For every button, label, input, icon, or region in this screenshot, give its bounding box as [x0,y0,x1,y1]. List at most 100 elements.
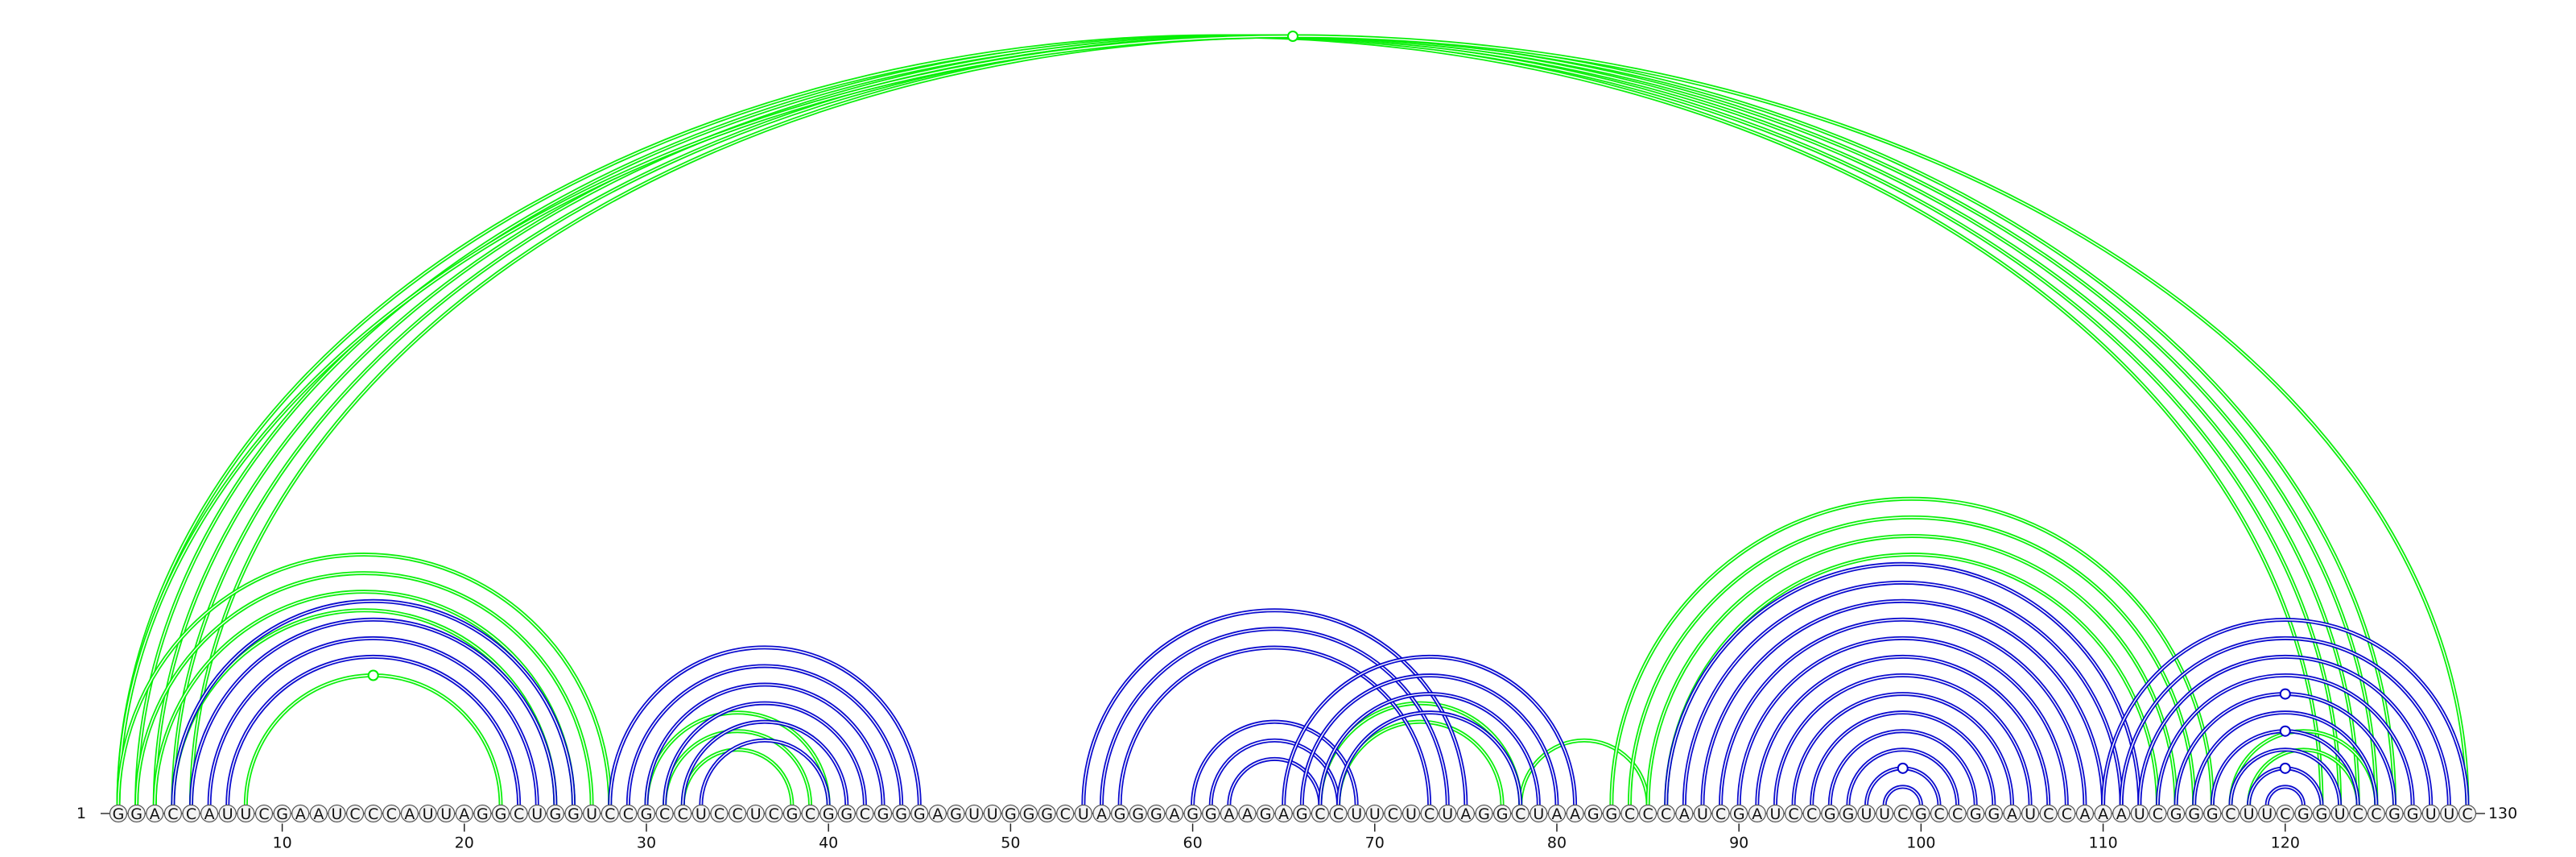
svg-text:C: C [1806,805,1817,823]
nucleotide-13: U [328,804,346,823]
nucleotide-124: C [2349,804,2368,823]
svg-text:G: G [276,805,288,823]
svg-text:G: G [2407,805,2419,823]
svg-text:G: G [914,805,926,823]
green-arc-marker-8-22 [367,669,379,681]
nucleotide-59: A [1165,804,1184,823]
svg-text:U: U [1369,805,1381,823]
blue-arc-61-68-core [1210,739,1340,806]
svg-text:U: U [2025,805,2036,823]
nucleotide-53: C [1056,804,1075,823]
svg-text:A: A [1096,805,1107,823]
tick-label-50: 50 [1001,834,1020,852]
blue-arc-28-45 [608,645,922,806]
blue-arc-111-129-core [2120,637,2450,806]
blue-arc-55-74-core [1100,628,1448,806]
blue-arc-31-42-core [663,702,866,806]
nucleotide-60: G [1183,804,1202,823]
nucleotide-63: A [1238,804,1257,823]
tick-label-100: 100 [1906,834,1935,852]
blue-arc-65-81-core [1282,656,1576,806]
svg-text:U: U [968,805,980,823]
green-arc-1-130 [116,34,2470,806]
svg-text:G: G [2388,805,2401,823]
svg-text:G: G [1915,805,1927,823]
svg-text:A: A [2079,805,2090,823]
nucleotide-42: C [856,804,874,823]
svg-text:C: C [167,805,178,823]
nucleotide-73: C [1420,804,1439,823]
blue-arc-29-44-core [627,665,902,806]
green-arc-8-22 [243,673,503,806]
svg-text:A: A [313,805,324,823]
svg-text:C: C [386,805,397,823]
nucleotide-116: G [2203,804,2222,823]
blue-arc-88-110 [1700,598,2106,806]
blue-arc-112-128-core [2139,656,2432,806]
tick-label-90: 90 [1729,834,1748,852]
svg-text:C: C [732,805,742,823]
nucleotide-128: U [2421,804,2440,823]
nucleotide-123: U [2330,804,2349,823]
nucleotide-79: U [1530,804,1548,823]
nucleotide-10: G [273,804,291,823]
blue-arc-119-121 [2264,785,2306,806]
nucleotide-61: G [1202,804,1220,823]
green-arc-3-124 [152,34,2360,806]
blue-arc-96-102 [1846,747,1960,806]
tick-label-40: 40 [819,834,838,852]
nucleotide-129: U [2440,804,2458,823]
blue-arc-marker-116-124 [2279,725,2291,737]
svg-text:G: G [1605,805,1617,823]
nucleotide-31: C [655,804,674,823]
nucleotide-89: C [1711,804,1730,823]
nucleotide-25: G [546,804,564,823]
svg-text:U: U [750,805,762,823]
nucleotide-1: G [109,804,128,823]
nucleotide-40: G [819,804,838,823]
nucleotide-121: G [2294,804,2313,823]
tick-label-20: 20 [455,834,474,852]
nucleotide-83: G [1602,804,1620,823]
svg-text:C: C [1642,805,1653,823]
nucleotide-72: U [1402,804,1421,823]
green-arc-31-39-core [663,731,811,806]
green-arc-3-124-core [154,35,2359,806]
nucleotide-86: C [1657,804,1675,823]
blue-arc-96-102-core [1847,749,1959,806]
blue-arc-119-121-core [2266,786,2305,806]
blue-arc-60-69-core [1191,721,1357,806]
svg-text:U: U [1351,805,1362,823]
blue-arc-4-26-core [172,600,575,806]
svg-text:G: G [1041,805,1053,823]
nucleotide-15: C [364,804,382,823]
svg-text:G: G [1824,805,1836,823]
nucleotide-11: A [291,804,310,823]
nucleotide-14: C [345,804,365,823]
nucleotide-126: G [2385,804,2404,823]
svg-text:C: C [678,805,688,823]
nucleotide-130: C [2458,804,2477,823]
blue-arc-6-24-core [208,637,538,806]
svg-text:C: C [1388,805,1398,823]
svg-text:G: G [1260,805,1272,823]
nucleotide-112: U [2130,804,2149,823]
blue-arc-94-104-core [1810,712,1995,806]
nucleotide-39: C [801,804,819,823]
nucleotide-55: A [1092,804,1111,823]
svg-text:C: C [714,805,724,823]
nucleotide-87: A [1675,804,1694,823]
blue-arc-28-45-core [609,647,920,806]
nucleotide-2: G [127,804,146,823]
nucleotide-7: U [218,804,237,823]
nucleotide-9: C [254,804,274,823]
nucleotide-109: A [2075,804,2095,823]
green-arc-83-116-core [1611,498,2213,806]
nucleotide-92: U [1766,804,1785,823]
svg-text:G: G [1187,805,1199,823]
svg-text:C: C [1333,805,1344,823]
svg-text:U: U [2443,805,2454,823]
nucleotide-37: C [765,804,783,823]
nucleotide-95: G [1821,804,1839,823]
